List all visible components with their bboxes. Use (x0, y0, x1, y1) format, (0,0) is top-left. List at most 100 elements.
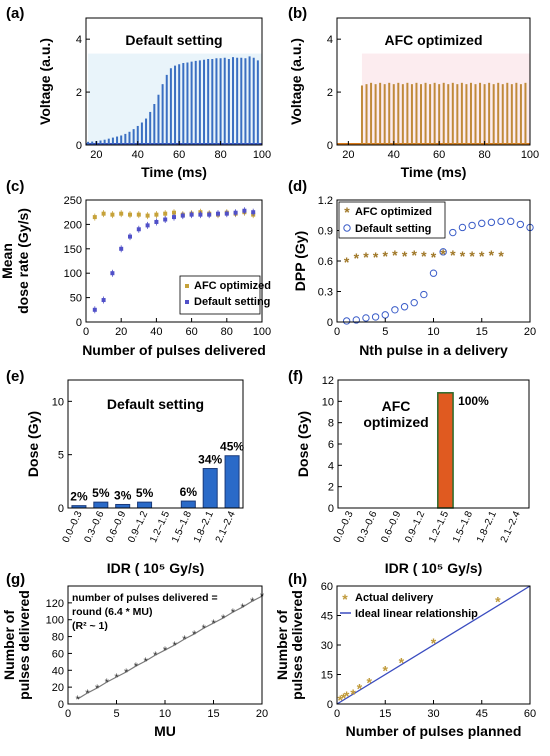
data-point: * (105, 677, 110, 689)
y-tick-label: 4 (328, 460, 334, 472)
legend-label: Default setting (194, 296, 270, 308)
x-tick-label: 0.0–0.3 (332, 509, 356, 544)
data-point (128, 234, 132, 239)
x-tick-label: 0 (65, 708, 71, 720)
y-axis-title: Dose (Gy) (295, 411, 311, 477)
data-point (101, 298, 106, 303)
x-tick-label: 0.6–0.9 (379, 509, 403, 544)
data-point: * (469, 248, 475, 264)
data-point: * (231, 607, 236, 619)
chart-panel: (g)* * * * * * * * * * * * * * * * * * * *0 5 10 15 20020406080… (1, 571, 268, 739)
panel-label: (a) (6, 5, 24, 22)
x-tick-label: 40 (150, 326, 162, 338)
data-point: * (202, 623, 207, 635)
y-tick-label: 20 (52, 682, 64, 694)
y-tick-label: 12 (322, 375, 334, 387)
data-point: * (383, 663, 389, 679)
y-tick-label: 10 (52, 396, 64, 408)
data-point (145, 223, 150, 228)
data-point: * (431, 249, 437, 265)
legend-box (179, 275, 261, 315)
x-tick-label: 0.3–0.6 (82, 509, 106, 544)
data-point (224, 211, 229, 216)
data-point: * (383, 248, 389, 264)
x-tick-label: 5 (382, 326, 388, 338)
x-tick-label: 0 (334, 708, 340, 720)
chart-title: AFC optimized (385, 32, 483, 48)
data-point (362, 314, 370, 322)
data-point: * (76, 694, 81, 706)
plot-frame (337, 379, 530, 509)
y-axis-title: Voltage (a.u.) (37, 38, 53, 125)
data-point: * (440, 246, 446, 262)
series-line (336, 585, 531, 705)
data-point: * (399, 655, 405, 671)
series-line (77, 595, 263, 700)
x-tick-label: 100 (521, 149, 539, 161)
y-tick-label: 0.9 (318, 226, 333, 238)
x-tick-label: 60 (173, 149, 185, 161)
y-tick-label: 250 (64, 195, 82, 207)
data-point: * (240, 602, 245, 614)
legend-label: Default setting (355, 223, 431, 235)
x-tick-label: 60 (433, 149, 445, 161)
y-axis-title: Number of (274, 610, 290, 680)
data-point: * (250, 596, 255, 608)
data-point (507, 217, 515, 226)
data-point (172, 210, 176, 215)
bar (180, 500, 196, 509)
data-point (497, 217, 505, 226)
x-tick-label: 1.5–1.8 (170, 509, 194, 544)
legend-marker (185, 300, 189, 304)
y-tick-label: 4 (327, 34, 333, 46)
data-label: 5% (92, 486, 110, 500)
y-axis-title: pulses delivered (16, 590, 32, 700)
data-point (128, 212, 132, 217)
y-tick-label: 120 (46, 598, 64, 610)
x-tick-label: 15 (379, 708, 391, 720)
data-point: * (357, 680, 363, 696)
legend-marker (343, 224, 351, 232)
x-axis-title: IDR ( 10⁵ Gy/s) (385, 560, 483, 576)
pulse-glow (361, 53, 530, 146)
x-tick-label: 1.8–2.1 (192, 509, 216, 544)
data-point (145, 213, 150, 218)
data-label: 100% (458, 394, 489, 408)
x-tick-label: 0.9–1.2 (126, 509, 150, 544)
data-point: * (341, 690, 347, 706)
legend-marker (185, 284, 189, 288)
legend: * Actual delivery Ideal linear relationshi… (340, 591, 478, 620)
data-point (154, 212, 159, 217)
x-tick-label: 5 (113, 708, 119, 720)
data-point: * (192, 629, 197, 641)
y-tick-label: 30 (321, 640, 333, 652)
chart-panel: (c) 0 20 40 60 80 100 0 50 100 150 200 250 Number of … (0, 178, 271, 358)
data-point (119, 211, 124, 216)
data-point: * (337, 692, 343, 708)
chart-title: optimized (363, 414, 428, 430)
data-point (400, 303, 409, 311)
legend: * AFC optimized Default setting (338, 201, 446, 239)
x-tick-label: 15 (207, 708, 219, 720)
data-point (468, 221, 476, 230)
legend-label: AFC optimized (194, 280, 271, 292)
y-tick-label: 0 (58, 699, 64, 711)
legend-box (338, 201, 446, 239)
x-tick-label: 80 (221, 326, 233, 338)
x-tick-label: 80 (214, 149, 226, 161)
x-tick-label: 2.1–2.4 (214, 509, 238, 544)
data-point: * (402, 248, 408, 264)
y-axis-title: dose rate (Gy/s) (15, 208, 31, 314)
data-point (216, 211, 220, 216)
data-point: * (344, 688, 350, 704)
data-label: 3% (114, 488, 132, 502)
y-tick-label: 80 (52, 632, 64, 644)
y-tick-label: 150 (64, 244, 82, 256)
data-point: * (221, 613, 226, 625)
bar (437, 392, 454, 509)
y-tick-label: 100 (46, 615, 64, 627)
y-tick-label: 0 (76, 140, 82, 152)
x-axis-title: Number of pulses delivered (82, 342, 266, 358)
x-tick-label: 20 (342, 149, 354, 161)
x-tick-label: 1.5–1.8 (451, 509, 475, 544)
